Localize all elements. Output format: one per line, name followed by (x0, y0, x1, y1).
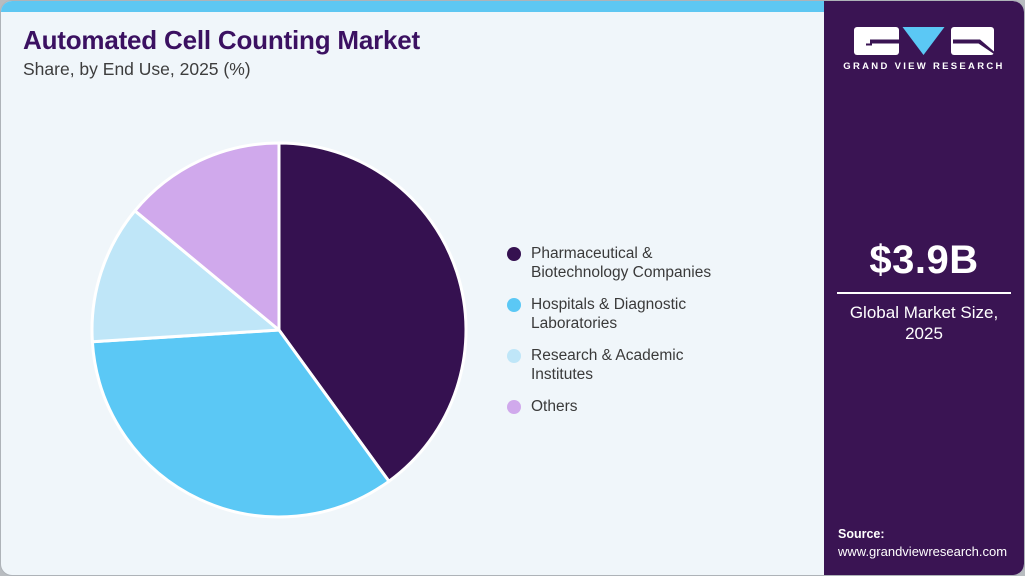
source-url: www.grandviewresearch.com (838, 544, 1008, 559)
legend-dot-icon (507, 298, 521, 312)
market-size-block: $3.9B Global Market Size, 2025 (824, 238, 1024, 344)
source-label: Source: (838, 527, 885, 541)
legend-item: Hospitals & Diagnostic Laboratories (507, 295, 732, 333)
market-size-label: Global Market Size, 2025 (849, 303, 999, 343)
pie-slice (133, 141, 281, 332)
legend-label: Hospitals & Diagnostic Laboratories (531, 296, 687, 332)
legend-label: Pharmaceutical & Biotechnology Companies (531, 245, 712, 281)
divider (837, 292, 1011, 294)
brand-logo: GRAND VIEW RESEARCH (824, 27, 1024, 72)
pie-chart (89, 140, 469, 520)
legend-item: Research & Academic Institutes (507, 346, 732, 384)
legend-item: Others (507, 397, 732, 416)
pie-slice (277, 141, 468, 483)
legend-label: Research & Academic Institutes (531, 347, 684, 383)
pie-slice (90, 209, 281, 344)
pie-slice (90, 328, 391, 519)
legend-dot-icon (507, 349, 521, 363)
brand-logo-text: GRAND VIEW RESEARCH (843, 61, 1005, 72)
page-subtitle: Share, by End Use, 2025 (%) (23, 59, 251, 79)
legend-dot-icon (507, 400, 521, 414)
legend-item: Pharmaceutical & Biotechnology Companies (507, 244, 732, 282)
legend-dot-icon (507, 247, 521, 261)
legend-label: Others (531, 398, 578, 415)
market-size-value: $3.9B (869, 238, 979, 282)
top-accent-strip (1, 1, 825, 12)
source-block: Source: www.grandviewresearch.com (838, 527, 1007, 559)
pie-chart-svg (90, 141, 468, 519)
sidebar: GRAND VIEW RESEARCH $3.9B Global Market … (824, 1, 1024, 575)
page-title: Automated Cell Counting Market (23, 25, 421, 55)
chart-legend: Pharmaceutical & Biotechnology Companies… (507, 244, 732, 429)
grand-view-research-logo-icon (854, 27, 994, 55)
